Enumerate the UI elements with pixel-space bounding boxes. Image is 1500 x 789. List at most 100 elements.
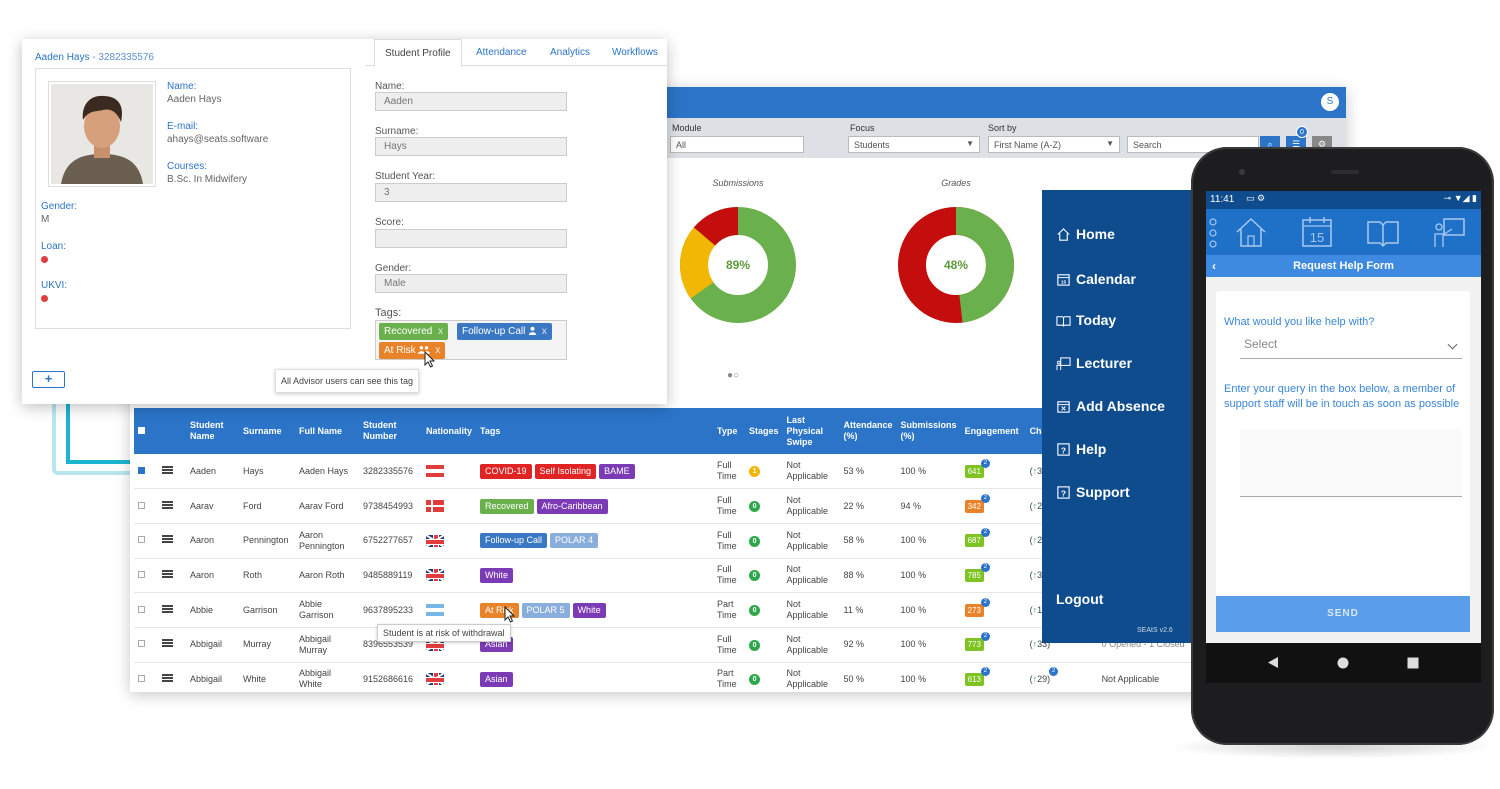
calendar-icon[interactable]: 15 — [1300, 215, 1334, 249]
tab-attendance[interactable]: Attendance — [476, 47, 527, 58]
menu-item-home[interactable]: Home — [1056, 226, 1115, 242]
tab-student-profile[interactable]: Student Profile — [374, 39, 462, 67]
header-tags[interactable]: Tags — [480, 425, 501, 436]
header-select-all[interactable] — [134, 408, 158, 454]
stage-badge[interactable]: 0 — [749, 674, 761, 686]
nav-recents-icon[interactable] — [1407, 656, 1419, 669]
header-student-name[interactable]: Student Name — [190, 420, 224, 441]
header-student-number[interactable]: Student Number — [363, 420, 398, 441]
row-checkbox-cell[interactable] — [134, 627, 158, 663]
row-checkbox[interactable] — [138, 570, 145, 578]
lecturer-icon[interactable] — [1432, 215, 1466, 249]
row-tag[interactable]: Follow-up Call — [480, 533, 548, 549]
back-arrow-icon[interactable]: ‹ — [1212, 259, 1216, 273]
stage-badge[interactable]: 0 — [749, 535, 761, 547]
tag-remove-icon[interactable]: x — [435, 345, 441, 356]
form-name-input[interactable]: Aaden — [375, 92, 567, 111]
hamburger-icon[interactable] — [162, 673, 173, 682]
menu-item-calendar[interactable]: 15 Calendar — [1056, 271, 1136, 287]
row-checkbox-cell[interactable] — [134, 488, 158, 524]
tag-recovered[interactable]: Recovered x — [379, 323, 449, 340]
row-tag[interactable]: Recovered — [480, 498, 534, 514]
hamburger-icon[interactable] — [162, 604, 173, 613]
row-tag[interactable]: POLAR 5 — [521, 602, 570, 618]
stage-badge[interactable]: 0 — [749, 501, 761, 513]
row-menu-cell[interactable] — [158, 627, 186, 663]
row-tag[interactable]: Asian — [480, 671, 513, 687]
nav-home-icon[interactable] — [1337, 656, 1349, 669]
hamburger-icon[interactable] — [162, 465, 173, 474]
stage-badge[interactable]: 0 — [749, 570, 761, 582]
row-checkbox[interactable] — [138, 674, 145, 682]
header-attendance[interactable]: Attendance (%) — [843, 420, 893, 441]
stage-badge[interactable]: 0 — [749, 605, 761, 617]
row-checkbox-cell[interactable] — [134, 662, 158, 692]
tab-analytics[interactable]: Analytics — [550, 47, 591, 58]
header-full-name[interactable]: Full Name — [299, 425, 343, 436]
module-select[interactable]: All — [670, 136, 804, 153]
engagement-badge[interactable]: 785 2 — [964, 562, 990, 582]
hamburger-icon[interactable] — [162, 569, 173, 578]
row-menu-cell[interactable] — [158, 488, 186, 524]
row-menu-cell[interactable] — [158, 523, 186, 559]
hamburger-icon[interactable] — [162, 500, 173, 509]
tag-at-risk[interactable]: At Risk x — [379, 342, 446, 359]
row-tag[interactable]: BAME — [599, 463, 635, 479]
row-checkbox-cell[interactable] — [134, 454, 158, 490]
stage-badge[interactable]: 0 — [749, 639, 761, 651]
header-stages[interactable]: Stages — [749, 425, 779, 436]
form-score-input[interactable] — [375, 229, 567, 248]
form-surname-input[interactable]: Hays — [375, 137, 567, 156]
header-surname[interactable]: Surname — [243, 425, 282, 436]
menu-item-support[interactable]: ? Support — [1056, 484, 1130, 500]
row-checkbox-cell[interactable] — [134, 523, 158, 559]
tag-follow-up-call[interactable]: Follow-up Call x — [457, 323, 552, 340]
tab-workflows[interactable]: Workflows — [612, 47, 658, 58]
engagement-badge[interactable]: 613 2 — [964, 666, 990, 686]
header-nationality[interactable]: Nationality — [426, 425, 473, 436]
row-tag[interactable]: White — [572, 602, 606, 618]
row-menu-cell[interactable] — [158, 592, 186, 628]
row-tag[interactable]: Self Isolating — [534, 463, 597, 479]
row-checkbox[interactable] — [138, 501, 145, 509]
menu-dots-icon[interactable] — [1208, 217, 1218, 249]
row-checkbox[interactable] — [138, 466, 145, 474]
row-checkbox[interactable] — [138, 640, 145, 648]
menu-item-help[interactable]: ? Help — [1056, 441, 1106, 457]
row-tag[interactable]: Afro-Caribbean — [536, 498, 608, 514]
row-checkbox[interactable] — [138, 536, 145, 544]
form-year-input[interactable]: 3 — [375, 183, 567, 202]
add-button[interactable]: + — [32, 371, 65, 388]
tags-input[interactable]: Recovered x Follow-up Call x At Risk x — [375, 320, 567, 360]
row-tag[interactable]: COVID-19 — [480, 463, 532, 479]
row-checkbox-cell[interactable] — [134, 592, 158, 628]
engagement-badge[interactable]: 273 2 — [964, 597, 990, 617]
menu-item-lecturer[interactable]: Lecturer — [1056, 355, 1132, 371]
send-button[interactable]: SEND — [1216, 596, 1470, 632]
header-last-swipe[interactable]: Last Physical Swipe — [786, 414, 824, 447]
row-menu-cell[interactable] — [158, 662, 186, 692]
stage-badge[interactable]: 1 — [749, 466, 761, 478]
home-icon[interactable] — [1234, 215, 1268, 249]
menu-item-add-absence[interactable]: Add Absence — [1056, 398, 1165, 414]
engagement-badge[interactable]: 342 2 — [964, 493, 990, 513]
nav-back-icon[interactable] — [1267, 656, 1279, 669]
engagement-badge[interactable]: 641 2 — [964, 458, 990, 478]
logout-button[interactable]: Logout — [1056, 591, 1104, 607]
focus-select[interactable]: Students ▼ — [848, 136, 980, 153]
form-gender-input[interactable]: Male — [375, 274, 567, 293]
row-tag[interactable]: POLAR 4 — [550, 533, 599, 549]
row-menu-cell[interactable] — [158, 558, 186, 594]
row-checkbox-cell[interactable] — [134, 558, 158, 594]
header-type[interactable]: Type — [717, 425, 738, 436]
tag-remove-icon[interactable]: x — [438, 326, 444, 337]
header-submissions[interactable]: Submissions (%) — [900, 420, 957, 441]
book-icon[interactable] — [1366, 215, 1400, 249]
profile-name-link[interactable]: Aaden Hays — [35, 52, 90, 63]
table-row[interactable]: Abbigail White Abbigail White 9152686616… — [134, 662, 1346, 692]
user-avatar[interactable]: S — [1321, 93, 1339, 111]
hamburger-icon[interactable] — [162, 535, 173, 544]
menu-item-today[interactable]: Today — [1056, 312, 1116, 328]
row-menu-cell[interactable] — [158, 454, 186, 490]
carousel-dots[interactable]: ●○ — [727, 370, 740, 381]
